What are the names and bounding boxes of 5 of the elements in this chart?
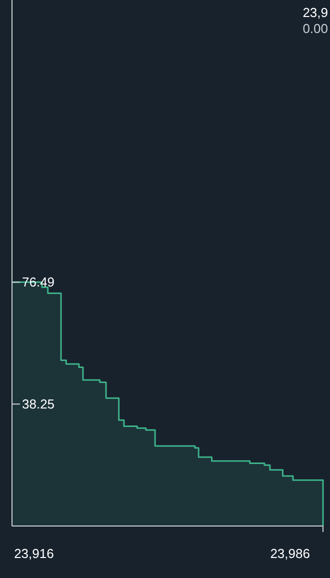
x-tick-label: 23,916 xyxy=(14,546,54,561)
annotation: 23,9 xyxy=(302,5,328,20)
x-tick-label: 23,986 xyxy=(270,546,310,561)
annotation: 0.00 xyxy=(302,21,328,36)
y-tick-label: 38.25 xyxy=(22,396,55,412)
